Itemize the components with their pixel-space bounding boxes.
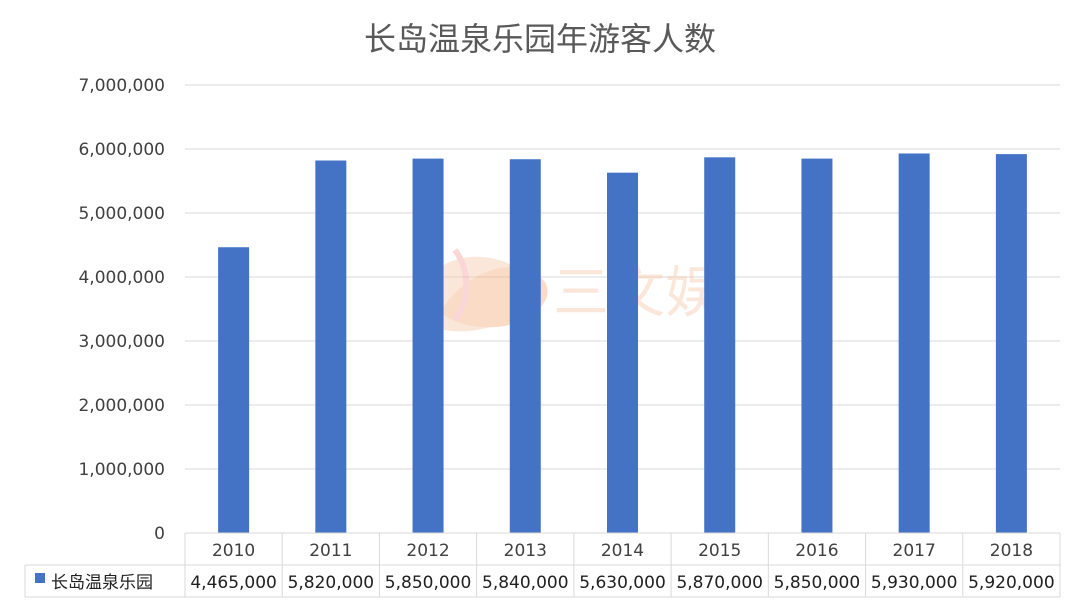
y-tick-label: 7,000,000 (78, 76, 165, 96)
bar-2018 (995, 154, 1027, 533)
bar-2015 (704, 157, 736, 533)
data-table-value: 5,850,000 (774, 573, 861, 593)
data-table-value: 5,870,000 (676, 573, 763, 593)
data-table-value: 5,630,000 (579, 573, 666, 593)
x-category-label: 2010 (212, 541, 255, 561)
bars (218, 153, 1027, 534)
y-tick-label: 0 (154, 524, 165, 544)
data-table-value: 5,920,000 (968, 573, 1055, 593)
data-table-value: 5,930,000 (871, 573, 958, 593)
x-category-label: 2012 (406, 541, 449, 561)
y-tick-label: 4,000,000 (78, 268, 165, 288)
bar-2014 (607, 172, 638, 533)
watermark-petal-left (418, 256, 527, 332)
y-tick-label: 6,000,000 (78, 140, 165, 160)
y-tick-label: 2,000,000 (78, 396, 165, 416)
x-category-label: 2016 (795, 541, 838, 561)
x-category-label: 2017 (893, 541, 936, 561)
y-tick-label: 5,000,000 (78, 204, 165, 224)
bar-2016 (801, 158, 833, 533)
x-category-label: 2013 (504, 541, 547, 561)
bar-2017 (898, 153, 930, 534)
bar-2011 (315, 160, 347, 533)
x-category-label: 2018 (990, 541, 1033, 561)
y-tick-label: 3,000,000 (78, 332, 165, 352)
data-table-value: 5,850,000 (385, 573, 472, 593)
bar-2010 (218, 247, 250, 534)
y-axis-ticks: 0 1,000,000 2,000,000 3,000,000 4,000,000 5,0… (78, 76, 165, 544)
x-category-label: 2014 (601, 541, 644, 561)
data-table-value: 5,840,000 (482, 573, 569, 593)
x-category-label: 2015 (698, 541, 741, 561)
bar-2012 (412, 158, 444, 533)
data-table-value: 4,465,000 (190, 573, 277, 593)
y-tick-label: 1,000,000 (78, 460, 165, 480)
x-category-label: 2011 (309, 541, 352, 561)
watermark-stroke (452, 248, 470, 322)
watermark-logo: 三文娱 (418, 248, 721, 332)
bar-2013 (509, 159, 541, 534)
data-table: 长岛温泉乐园 2010 4,465,000 2011 5,820,000 2012 5,8… (24, 532, 1061, 598)
chart-title: 长岛温泉乐园年游客人数 (364, 20, 716, 58)
data-table-value: 5,820,000 (288, 573, 375, 593)
legend-swatch (35, 573, 45, 583)
series-name-label: 长岛温泉乐园 (51, 573, 153, 593)
